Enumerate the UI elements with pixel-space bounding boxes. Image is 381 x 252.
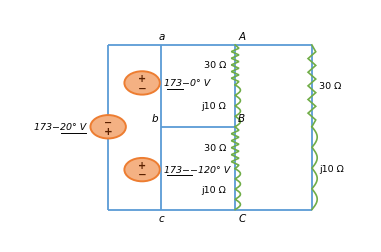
Text: +: +: [138, 161, 146, 171]
Text: −: −: [104, 118, 112, 128]
Text: c: c: [158, 214, 164, 224]
Text: j10 Ω: j10 Ω: [319, 164, 344, 173]
Text: −: −: [138, 83, 146, 93]
Text: 30 Ω: 30 Ω: [204, 61, 226, 70]
Text: 30 Ω: 30 Ω: [204, 144, 226, 153]
Text: 173−0° V: 173−0° V: [164, 79, 211, 88]
Text: j10 Ω: j10 Ω: [202, 102, 226, 111]
Text: +: +: [138, 74, 146, 84]
Circle shape: [124, 72, 160, 95]
Text: 30 Ω: 30 Ω: [319, 82, 342, 91]
Text: −: −: [138, 169, 146, 179]
Text: B: B: [238, 113, 245, 123]
Text: +: +: [104, 127, 112, 137]
Text: 173−−120° V: 173−−120° V: [164, 166, 231, 174]
Circle shape: [90, 116, 126, 139]
Text: A: A: [238, 32, 245, 42]
Text: C: C: [238, 214, 245, 224]
Circle shape: [124, 158, 160, 182]
Text: a: a: [158, 32, 165, 42]
Text: b: b: [152, 113, 159, 123]
Text: j10 Ω: j10 Ω: [202, 185, 226, 194]
Text: 173−20° V: 173−20° V: [34, 123, 86, 132]
